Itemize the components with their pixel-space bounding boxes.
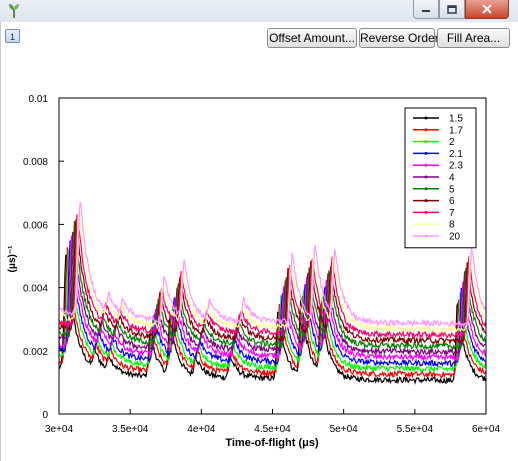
title-bar <box>0 0 518 23</box>
chart: (μs)⁻¹ Time-of-flight (μs) 3e+04 3.5e+04 4… <box>7 94 501 449</box>
legend-marker <box>424 175 428 179</box>
legend-marker <box>424 222 428 226</box>
legend-label: 4 <box>449 173 455 184</box>
legend-label: 8 <box>449 220 455 231</box>
maximize-button[interactable] <box>439 0 465 19</box>
fill-area-button[interactable]: Fill Area... <box>437 28 510 48</box>
legend-marker <box>424 187 428 191</box>
y-tick-label: 0.008 <box>23 157 48 168</box>
close-icon <box>482 4 492 14</box>
plant-icon <box>9 4 19 18</box>
x-tick-label: 5.5e+04 <box>397 424 434 435</box>
legend-marker <box>424 140 428 144</box>
x-axis-label: Time-of-flight (μs) <box>225 437 319 449</box>
legend-marker <box>424 163 428 167</box>
x-tick-label: 4e+04 <box>187 424 216 435</box>
series-line-5 <box>59 221 486 351</box>
legend-marker <box>424 234 428 238</box>
legend-label: 6 <box>449 196 455 207</box>
y-tick-label: 0.01 <box>29 94 49 105</box>
x-tick-label: 4.5e+04 <box>254 424 291 435</box>
minimize-button[interactable] <box>413 0 439 19</box>
series-line-2.1 <box>59 240 486 368</box>
legend-marker <box>424 128 428 132</box>
x-tick-label: 3.5e+04 <box>112 424 149 435</box>
series-line-2 <box>59 248 486 374</box>
reverse-order-button[interactable]: Reverse Order <box>359 28 439 48</box>
plot-tab-button[interactable]: 1 <box>5 29 20 43</box>
y-tick-label: 0.004 <box>23 284 48 295</box>
legend-label: 5 <box>449 184 455 195</box>
y-tick-label: 0.006 <box>23 220 48 231</box>
minimize-icon <box>422 10 430 12</box>
series-line-1.7 <box>59 247 486 380</box>
x-tick-label: 3e+04 <box>45 424 74 435</box>
series-line-20 <box>59 201 486 329</box>
legend-label: 1.7 <box>449 125 463 136</box>
legend-label: 2.3 <box>449 161 463 172</box>
legend-marker <box>424 151 428 155</box>
legend-label: 20 <box>449 232 461 243</box>
legend-label: 7 <box>449 208 455 219</box>
y-axis-label: (μs)⁻¹ <box>7 245 18 273</box>
close-button[interactable] <box>465 0 509 19</box>
series-line-7 <box>59 213 486 340</box>
legend-marker <box>424 116 428 120</box>
legend-label: 1.5 <box>449 114 463 125</box>
series-line-1.5 <box>59 254 486 385</box>
y-tick-label: 0.002 <box>23 347 48 358</box>
y-tick-label: 0 <box>42 410 48 421</box>
series-line-2.3 <box>59 235 486 362</box>
legend-marker <box>424 199 428 203</box>
legend-marker <box>424 210 428 214</box>
legend-label: 2.1 <box>449 149 463 160</box>
x-tick-label: 5e+04 <box>330 424 359 435</box>
offset-amount-button[interactable]: Offset Amount... <box>267 28 357 48</box>
series-line-6 <box>59 219 486 346</box>
legend-label: 2 <box>449 137 455 148</box>
maximize-icon <box>447 4 457 14</box>
legend-box <box>404 107 477 249</box>
x-tick-label: 6e+04 <box>472 424 501 435</box>
series-line-4 <box>59 231 486 357</box>
series-line-8 <box>59 207 486 334</box>
